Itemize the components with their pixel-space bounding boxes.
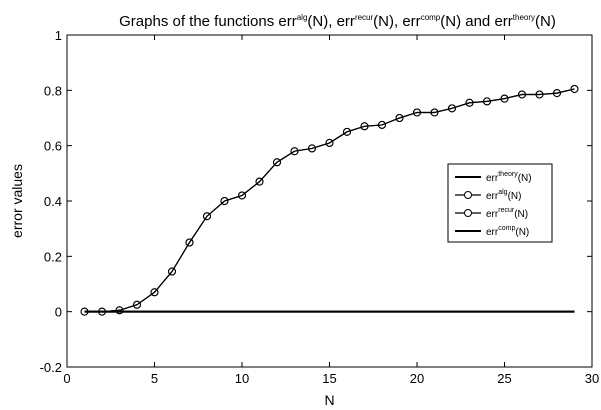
y-tick-label: 0.8 [44,83,62,98]
y-tick-label: -0.2 [40,360,62,375]
series-2-point [448,104,456,113]
series-2-point [238,191,246,200]
series-2-point [500,94,509,103]
series-2-point [395,114,404,122]
x-tick-label: 5 [151,371,158,386]
legend-label-0: errtheory(N) [486,171,532,184]
series-2-point [465,98,474,107]
series-2-point [255,177,264,186]
series-2-point [290,147,299,156]
series-2-point [343,127,351,136]
series-2-point [168,267,176,276]
x-tick-label: 15 [322,371,336,386]
series-2-point [360,122,369,131]
series-2-point [413,108,421,117]
legend-marker-2 [464,209,472,217]
series-2-point [273,158,281,167]
series-2-point [115,306,124,315]
y-tick-label: 1 [55,28,62,43]
series-2-point [203,212,211,221]
x-tick-label: 0 [63,371,70,386]
series-2-point [220,197,229,205]
series-2-point [483,97,491,106]
legend-label-2: errrecur(N) [486,207,528,220]
series-2-point [150,288,159,297]
series-2-point [308,144,316,153]
y-tick-label: 0.6 [44,139,62,154]
x-tick-label: 20 [410,371,424,386]
legend-marker-1 [464,191,472,199]
legend-label-3: errcomp(N) [486,225,529,238]
y-tick-label: 0.4 [44,194,62,209]
series-2-point [535,90,544,99]
series-2-point [430,108,439,117]
series-2-point [325,138,334,147]
series-2-point [553,89,561,98]
x-tick-label: 10 [235,371,249,386]
series-2-point [378,120,386,129]
y-tick-label: 0.2 [44,249,62,264]
series-2-point [570,84,579,93]
chart-title: Graphs of the functions erralg(N), errre… [119,13,556,30]
legend-label-1: erralg(N) [486,189,521,202]
y-axis-label: error values [9,164,25,238]
x-axis-label: N [324,392,334,408]
series-line-2 [84,88,575,313]
series-2-point [185,238,194,247]
x-tick-label: 25 [497,371,511,386]
series-2-point [518,90,526,99]
y-tick-label: 0 [55,305,62,320]
series-2-point [133,300,141,309]
x-tick-label: 30 [585,371,599,386]
